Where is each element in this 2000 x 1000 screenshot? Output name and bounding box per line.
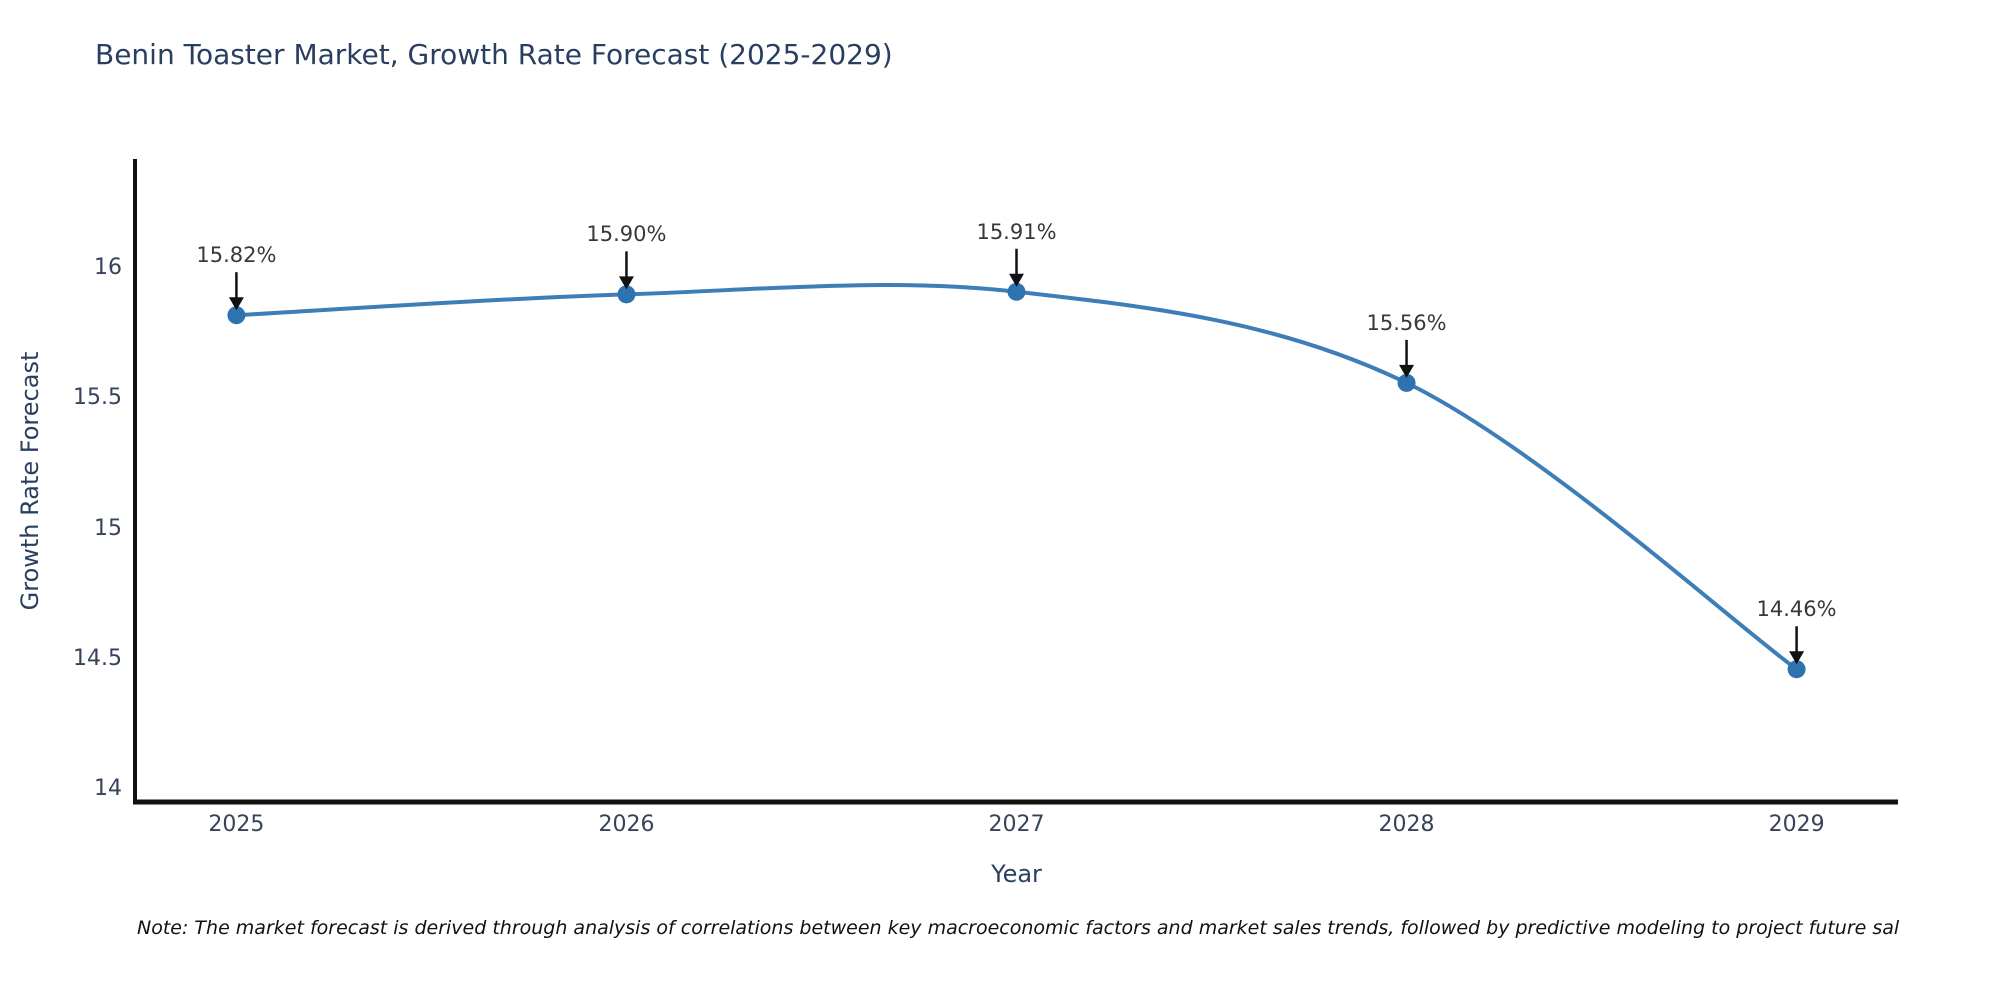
x-tick-label: 2028 <box>1378 812 1435 837</box>
data-point-marker[interactable] <box>1787 660 1806 679</box>
point-annotation: 14.46% <box>1756 597 1837 622</box>
annotation-arrowhead <box>228 297 244 311</box>
data-point-marker[interactable] <box>1007 282 1026 301</box>
footnote: Note: The market forecast is derived thr… <box>137 917 1900 939</box>
x-tick-label: 2029 <box>1768 812 1825 837</box>
data-point-marker[interactable] <box>1397 373 1416 392</box>
x-tick-label: 2026 <box>598 812 655 837</box>
point-annotation: 15.91% <box>976 219 1057 244</box>
chart-title: Benin Toaster Market, Growth Rate Foreca… <box>95 38 893 71</box>
y-tick-label: 16 <box>94 255 122 281</box>
y-tick-label: 14 <box>94 775 122 801</box>
trend-line <box>234 283 1799 672</box>
data-point-marker[interactable] <box>227 306 246 325</box>
annotation-arrowhead <box>1789 651 1805 665</box>
y-tick-label: 14.5 <box>73 645 122 671</box>
annotation-arrowhead <box>1399 364 1415 378</box>
point-annotation: 15.90% <box>586 222 667 247</box>
point-annotation: 15.82% <box>196 243 277 268</box>
point-annotation: 15.56% <box>1366 310 1447 335</box>
annotation-arrowhead <box>618 276 634 290</box>
y-axis-title: Growth Rate Forecast <box>16 351 44 611</box>
data-point-marker[interactable] <box>617 285 636 304</box>
annotation-arrowhead <box>1009 273 1024 287</box>
y-tick-label: 15.5 <box>73 385 122 411</box>
x-tick-label: 2027 <box>988 812 1045 837</box>
y-tick-label: 15 <box>94 515 122 541</box>
x-axis-title: Year <box>991 860 1042 888</box>
x-tick-label: 2025 <box>208 812 265 837</box>
